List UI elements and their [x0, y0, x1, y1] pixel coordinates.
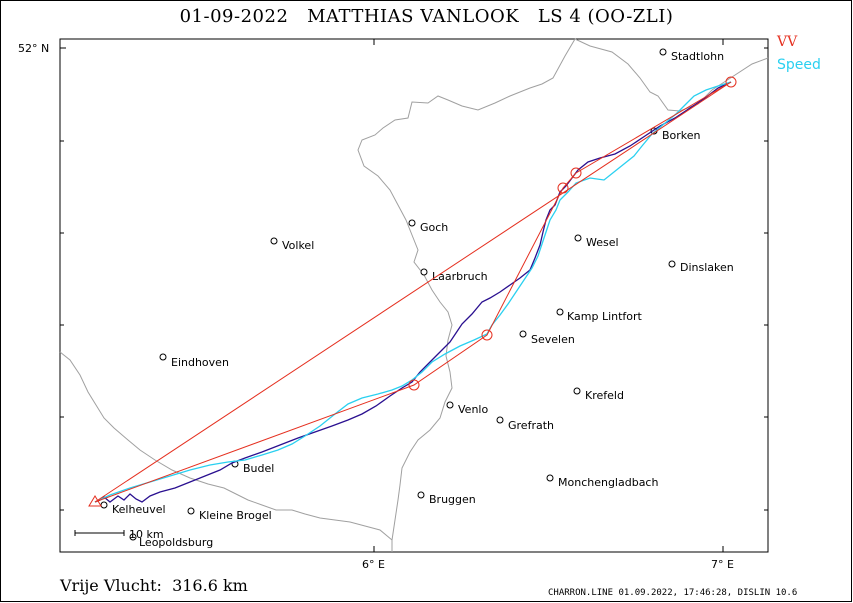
- longitude-6-label: 6° E: [362, 558, 385, 571]
- map-border: [59, 38, 769, 553]
- city-label: Dinslaken: [680, 261, 734, 274]
- city-label: Borken: [662, 129, 701, 142]
- turnpoint-circle: [725, 76, 737, 88]
- city-label: Leopoldsburg: [139, 536, 213, 549]
- city-marker: [659, 48, 667, 56]
- city-marker: [270, 237, 278, 245]
- city-marker: [668, 260, 676, 268]
- legend-speed: Speed: [777, 57, 821, 73]
- turnpoint-circle: [481, 329, 493, 341]
- city-marker: [519, 330, 527, 338]
- city-label: Laarbruch: [432, 270, 488, 283]
- scale-bar-label: 10 km: [129, 528, 164, 541]
- city-label: Venlo: [458, 403, 488, 416]
- city-marker: [408, 219, 416, 227]
- axis-ticks: [60, 39, 768, 552]
- city-marker: [129, 533, 137, 541]
- city-marker: [573, 387, 581, 395]
- city-label: Stadtlohn: [671, 50, 724, 63]
- city-marker: [556, 308, 564, 316]
- glider-name: LS 4 (OO-ZLI): [537, 6, 674, 27]
- task-polygon: [94, 81, 732, 503]
- city-label: Bruggen: [429, 493, 476, 506]
- city-label: Goch: [420, 221, 448, 234]
- city-label: Eindhoven: [171, 356, 229, 369]
- distance-label: Vrije Vlucht: 316.6 km: [60, 576, 248, 595]
- turnpoints: [88, 76, 737, 507]
- city-label: Kamp Lintfort: [567, 310, 643, 323]
- city-label: Sevelen: [531, 333, 575, 346]
- flight-track: [94, 81, 732, 503]
- start-triangle: [88, 495, 102, 507]
- city-marker: [420, 268, 428, 276]
- city-marker: [446, 401, 454, 409]
- city-label: Kelheuvel: [112, 503, 166, 516]
- map-title: 01-09-2022 MATTHIAS VANLOOK LS 4 (OO-ZLI…: [0, 6, 853, 27]
- city-marker: [546, 474, 554, 482]
- city-marker: [496, 416, 504, 424]
- city-label: Budel: [243, 462, 274, 475]
- city-markers: Stadtlohn Borken Goch Volkel Wesel Laarb…: [100, 48, 734, 549]
- longitude-7-label: 7° E: [711, 558, 734, 571]
- turnpoint-circle: [570, 167, 582, 179]
- city-marker: [159, 353, 167, 361]
- city-marker: [187, 507, 195, 515]
- city-label: Wesel: [586, 236, 619, 249]
- city-marker: [100, 501, 108, 509]
- turnpoint-circle: [557, 182, 569, 194]
- city-label: Grefrath: [508, 419, 554, 432]
- footer-info: CHARRON.LINE 01.09.2022, 17:46:28, DISLI…: [548, 588, 798, 598]
- city-label: Kleine Brogel: [199, 509, 272, 522]
- turnpoint-circle: [408, 379, 420, 391]
- scale-bar: [74, 530, 125, 536]
- city-label: Volkel: [282, 239, 314, 252]
- pilot-name: MATTHIAS VANLOOK: [307, 6, 520, 27]
- flight-date: 01-09-2022: [179, 6, 289, 27]
- country-borders: [59, 38, 769, 552]
- city-label: Monchengladbach: [558, 476, 658, 489]
- city-marker: [417, 491, 425, 499]
- city-marker: [574, 234, 582, 242]
- legend-vv: VV: [777, 34, 798, 50]
- latitude-label: 52° N: [18, 42, 49, 55]
- city-label: Krefeld: [585, 389, 624, 402]
